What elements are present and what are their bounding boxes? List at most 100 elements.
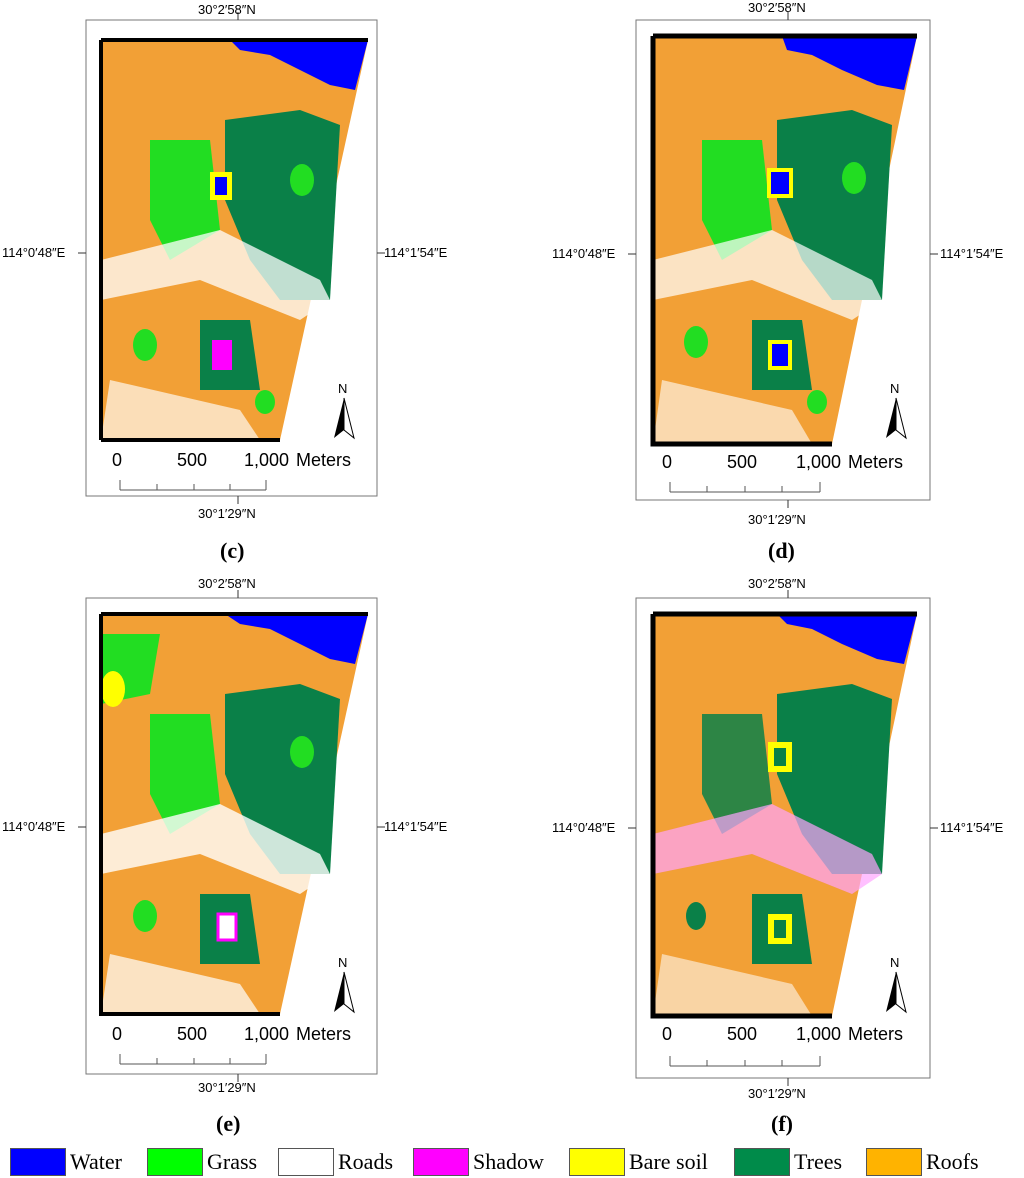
grass-region: [133, 329, 157, 361]
coord-right: 114°1′54″E: [940, 820, 1004, 835]
legend-swatch: [278, 1148, 334, 1176]
scale-bar: [119, 1054, 267, 1065]
water-region: [782, 36, 917, 90]
scale-unit: Meters: [848, 1024, 904, 1044]
panel-label-f: (f): [771, 1111, 793, 1136]
coord-right: 114°1′54″E: [940, 246, 1004, 261]
bare-soil-region: [101, 671, 125, 707]
scale-bar: [669, 482, 821, 493]
coord-top: 30°2′58″N: [198, 576, 256, 591]
scale-label-1000: 1,000: [244, 450, 290, 470]
map-frame: [78, 590, 385, 1082]
map-panel-e: 30°2′58″N 114°0′48″E 114°1′54″E 30°1′29″…: [0, 574, 512, 1148]
north-label: N: [338, 955, 348, 970]
coord-right: 114°1′54″E: [384, 245, 448, 260]
roads-region: [653, 954, 812, 1016]
legend-item-shadow: Shadow: [413, 1148, 544, 1176]
legend-label: Shadow: [473, 1149, 544, 1174]
legend-label: Water: [70, 1149, 122, 1174]
legend-label: Roofs: [926, 1149, 979, 1174]
legend-swatch: [734, 1148, 790, 1176]
legend-label: Roads: [338, 1149, 393, 1174]
scale-unit: Meters: [848, 452, 904, 472]
coord-top: 30°2′58″N: [748, 0, 806, 15]
north-arrow: [334, 397, 355, 440]
coord-top: 30°2′58″N: [198, 2, 256, 17]
map-panel-d: 30°2′58″N 114°0′48″E 114°1′54″E 30°1′29″…: [512, 0, 1024, 574]
north-arrow: [886, 971, 907, 1014]
map-panel-c: 30°2′58″N 114°0′48″E 114°1′54″E 30°1′29″…: [0, 0, 512, 574]
coord-bottom: 30°1′29″N: [748, 1086, 806, 1101]
water-region: [225, 614, 368, 664]
grass-region: [255, 390, 275, 414]
scale-label-500: 500: [727, 1024, 758, 1044]
coord-left: 114°0′48″E: [552, 820, 616, 835]
panel-label-d: (d): [768, 538, 795, 563]
grass-region: [807, 390, 827, 414]
roads-region: [653, 380, 812, 444]
scale-bar: [119, 480, 267, 491]
coord-left: 114°0′48″E: [552, 246, 616, 261]
grass-region: [684, 326, 708, 358]
water-region: [772, 344, 788, 366]
map-frame: [628, 12, 938, 508]
grass-region: [133, 900, 157, 932]
coord-bottom: 30°1′29″N: [748, 512, 806, 527]
legend-swatch: [413, 1148, 469, 1176]
map-panel-f: 30°2′58″N 114°0′48″E 114°1′54″E 30°1′29″…: [512, 574, 1024, 1148]
coord-left: 114°0′48″E: [2, 819, 66, 834]
trees-region: [686, 902, 706, 930]
scale-label-1000: 1,000: [796, 452, 842, 472]
map-frame: [628, 590, 938, 1086]
scale-label-0: 0: [662, 452, 673, 472]
north-label: N: [890, 381, 900, 396]
scale-label-1000: 1,000: [796, 1024, 842, 1044]
shadow-region: [653, 804, 882, 894]
roads-region: [101, 380, 260, 440]
panel-label-c: (c): [220, 538, 245, 563]
roads-region: [101, 230, 330, 320]
water-region: [777, 614, 917, 664]
trees-region: [777, 684, 892, 874]
roads-region: [101, 804, 330, 894]
legend-swatch: [147, 1148, 203, 1176]
scale-unit: Meters: [296, 1024, 352, 1044]
north-arrow: [334, 971, 355, 1014]
north-label: N: [338, 381, 348, 396]
coord-top: 30°2′58″N: [748, 576, 806, 591]
scale-label-500: 500: [727, 452, 758, 472]
scale-label-0: 0: [112, 450, 123, 470]
legend-item-trees: Trees: [734, 1148, 842, 1176]
legend-swatch: [10, 1148, 66, 1176]
scale-bar: [669, 1056, 821, 1067]
trees-region: [774, 748, 786, 766]
panel-label-e: (e): [216, 1111, 241, 1136]
shadow-region: [212, 340, 232, 370]
trees-region: [774, 920, 786, 938]
coord-left: 114°0′48″E: [2, 245, 66, 260]
grass-region: [150, 140, 220, 260]
coord-bottom: 30°1′29″N: [198, 506, 256, 521]
scale-label-500: 500: [177, 1024, 208, 1044]
legend: Water Grass Roads Shadow Bare soil Trees…: [0, 1144, 1024, 1178]
roads-region: [653, 804, 882, 894]
legend-label: Trees: [794, 1149, 843, 1174]
grass-region: [290, 736, 314, 768]
scale-unit: Meters: [296, 450, 352, 470]
roads-region: [653, 230, 882, 320]
water-region: [771, 172, 789, 194]
trees-region: [702, 714, 772, 834]
legend-item-bare-soil: Bare soil: [569, 1148, 708, 1176]
trees-region: [844, 738, 864, 766]
coord-right: 114°1′54″E: [384, 819, 448, 834]
roads-region: [101, 954, 260, 1014]
scale-label-500: 500: [177, 450, 208, 470]
legend-label: Bare soil: [629, 1149, 708, 1174]
water-region: [230, 40, 368, 90]
scale-label-0: 0: [112, 1024, 123, 1044]
legend-label: Grass: [207, 1149, 258, 1174]
legend-item-grass: Grass: [147, 1148, 257, 1176]
grass-region: [842, 162, 866, 194]
roads-region: [216, 912, 238, 942]
grass-region: [290, 164, 314, 196]
